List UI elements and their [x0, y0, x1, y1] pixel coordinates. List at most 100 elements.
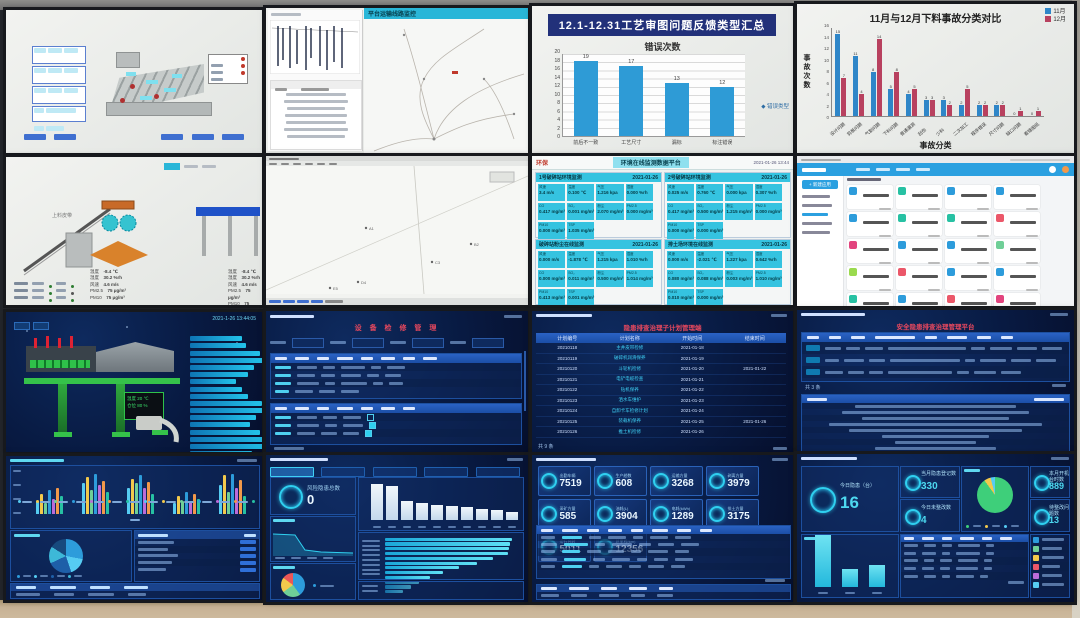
control-button[interactable]	[190, 372, 248, 378]
bar	[430, 504, 443, 520]
control-button[interactable]	[190, 400, 262, 406]
table-row[interactable]: 20210122 钻机保养 2021-01-22	[536, 385, 786, 396]
control-button[interactable]	[190, 429, 260, 435]
table-row[interactable]: 20210123 洒水车维护 2021-01-23	[536, 396, 786, 406]
cell-plan-name: 推土机检修	[618, 428, 642, 434]
app-card[interactable]	[993, 292, 1040, 306]
pager-buttons[interactable]	[1052, 384, 1066, 387]
pagination[interactable]	[1008, 581, 1024, 585]
sidebar-item[interactable]	[802, 231, 830, 234]
app-card[interactable]	[993, 265, 1040, 299]
control-button[interactable]	[190, 393, 248, 399]
table-row[interactable]: 20210125 装载机保养 2021-01-25 2021-01-26	[536, 417, 786, 427]
app-card[interactable]	[895, 292, 942, 306]
column-header[interactable]: 结束时间	[744, 335, 765, 342]
table-row[interactable]: 20210119 破碎机润滑保养 2021-01-19	[536, 354, 786, 364]
menu-bar[interactable]	[266, 161, 528, 166]
legend-item: 11月	[1045, 8, 1066, 16]
control-button[interactable]	[190, 408, 262, 414]
tag-chip[interactable]	[806, 369, 820, 375]
app-card[interactable]	[895, 238, 942, 272]
app-card[interactable]	[944, 292, 991, 306]
filter-input[interactable]	[352, 337, 384, 348]
app-card[interactable]	[944, 238, 991, 272]
scrollbar[interactable]	[524, 351, 526, 411]
new-app-button[interactable]: + 新建应用	[802, 180, 838, 189]
app-card[interactable]	[944, 265, 991, 299]
tab[interactable]	[424, 467, 469, 477]
table-row[interactable]: 20210126 推土机检修 2021-01-26	[536, 427, 786, 438]
app-card[interactable]	[993, 184, 1040, 218]
app-card[interactable]	[846, 292, 893, 306]
action-button[interactable]	[54, 134, 77, 140]
app-card[interactable]	[944, 211, 991, 245]
sidebar-item[interactable]	[802, 195, 830, 198]
column-header[interactable]: 计划名称	[619, 335, 640, 342]
browser-chrome[interactable]	[797, 156, 1074, 163]
avatar[interactable]	[1062, 166, 1069, 173]
tag-chip[interactable]	[806, 345, 820, 351]
table-row[interactable]: 20210124 自卸卡车检修计划 2021-01-24	[536, 406, 786, 417]
screen-r2c4-app-portal: + 新建应用	[797, 156, 1074, 306]
checkbox-checked[interactable]	[365, 429, 372, 437]
sidebar-item[interactable]	[802, 204, 832, 207]
gauge-value: 0	[307, 492, 315, 507]
checkbox-checked[interactable]	[369, 421, 376, 429]
metric-row: PM10 75 μg/m³	[228, 301, 250, 305]
control-button[interactable]	[190, 415, 256, 421]
pager-buttons[interactable]	[773, 447, 787, 450]
control-button[interactable]	[190, 451, 252, 452]
screen-r1c2-transport-map: 平台运输线路监控	[266, 8, 528, 153]
column-header[interactable]: 计划编号	[557, 335, 578, 342]
app-card[interactable]	[993, 238, 1040, 272]
action-button[interactable]	[191, 134, 214, 140]
app-card[interactable]	[993, 211, 1040, 245]
table-row[interactable]: 20210118 主井皮带检修 2021-01-18	[536, 343, 786, 354]
app-card[interactable]	[944, 184, 991, 218]
tab[interactable]	[475, 467, 520, 477]
view-toggle[interactable]	[14, 322, 49, 330]
app-card[interactable]	[895, 184, 942, 218]
avatar[interactable]	[1049, 166, 1056, 173]
s13-yaxis: 20 18 16 14 12 10 8 6 4 2 0	[554, 49, 560, 140]
app-card[interactable]	[846, 265, 893, 299]
app-card[interactable]	[846, 211, 893, 245]
app-card[interactable]	[895, 211, 942, 245]
pagination[interactable]: 共 9 条	[538, 444, 554, 450]
control-button[interactable]	[190, 436, 262, 442]
control-button[interactable]	[190, 343, 246, 349]
bar	[475, 508, 488, 520]
column-header[interactable]: 开始时间	[682, 335, 703, 342]
control-button[interactable]	[190, 379, 236, 385]
action-button[interactable]	[24, 134, 46, 140]
app-card[interactable]	[846, 184, 893, 218]
app-card[interactable]	[895, 265, 942, 299]
table-row[interactable]: 20210121 电铲电缆检查 2021-01-21	[536, 375, 786, 385]
gis-canvas[interactable]: A1 B2 C3 D4 E5	[266, 165, 528, 295]
action-button[interactable]	[161, 134, 184, 140]
filter-input[interactable]	[472, 337, 504, 348]
control-button[interactable]	[190, 364, 254, 370]
control-button[interactable]	[190, 357, 262, 363]
control-button[interactable]	[190, 386, 242, 392]
filter-input[interactable]	[412, 337, 444, 348]
sidebar-item[interactable]	[802, 222, 832, 225]
checkbox[interactable]	[367, 413, 374, 421]
portal-navbar[interactable]	[797, 163, 1074, 176]
tab[interactable]	[321, 467, 366, 477]
pagination[interactable]	[274, 447, 304, 450]
pagination[interactable]: 共 3 条	[805, 385, 821, 391]
app-card[interactable]	[846, 238, 893, 272]
tab[interactable]	[270, 467, 314, 477]
filter-input[interactable]	[292, 337, 324, 348]
sidebar-item-active[interactable]	[802, 213, 828, 216]
tag-chip[interactable]	[806, 357, 820, 363]
action-button[interactable]	[222, 134, 244, 140]
control-button[interactable]	[190, 336, 242, 342]
pagination[interactable]	[765, 579, 785, 582]
table-row[interactable]: 20210120 斗轮机检修 2021-01-20 2021-01-22	[536, 364, 786, 375]
tab[interactable]	[372, 467, 417, 477]
control-button[interactable]	[190, 422, 250, 428]
control-button[interactable]	[190, 444, 262, 449]
control-button[interactable]	[190, 350, 260, 356]
